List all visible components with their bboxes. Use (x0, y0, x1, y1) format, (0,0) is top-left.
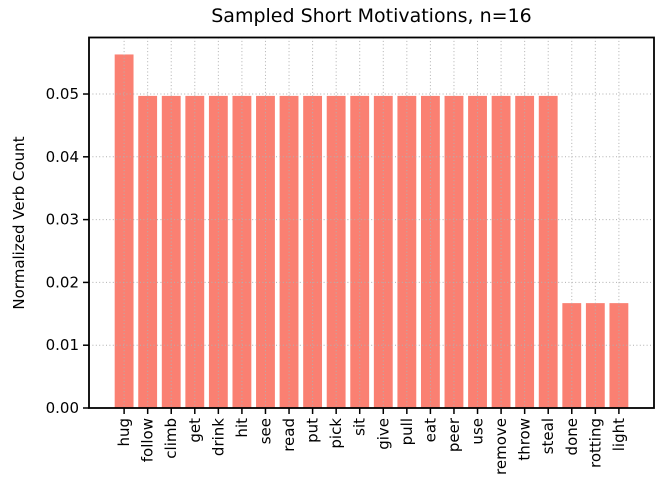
y-tick-label: 0.03 (46, 211, 79, 229)
x-tick-label: done (563, 418, 581, 455)
y-tick-label: 0.00 (46, 399, 79, 417)
y-tick-label: 0.02 (46, 273, 79, 291)
bar-light (609, 303, 629, 408)
x-tick-label: steal (539, 418, 557, 454)
x-tick-label: get (186, 418, 204, 443)
x-tick-label: throw (516, 418, 534, 461)
bar-rotting (585, 303, 605, 408)
x-tick-label: see (256, 418, 274, 444)
x-tick-label: follow (139, 418, 157, 462)
bar-hug (114, 54, 134, 409)
x-tick-label: light (610, 418, 628, 451)
x-tick-label: rotting (586, 418, 604, 468)
x-tick-label: put (304, 418, 322, 443)
plot-frame (88, 36, 655, 409)
x-tick-label: eat (421, 418, 439, 442)
x-tick-label: pull (398, 418, 416, 445)
x-tick-label: peer (445, 417, 463, 452)
x-tick-label: read (280, 418, 298, 452)
bar-done (562, 303, 582, 408)
x-tick-label: use (469, 418, 487, 445)
y-tick-label: 0.01 (46, 336, 79, 354)
y-tick-label: 0.05 (46, 85, 79, 103)
x-tick-label: hit (233, 418, 251, 438)
x-tick-label: climb (162, 418, 180, 459)
y-tick-label: 0.04 (46, 148, 79, 166)
x-tick-label: drink (209, 418, 227, 456)
x-tick-label: give (374, 418, 392, 450)
chart-title: Sampled Short Motivations, n=16 (211, 5, 532, 27)
x-tick-label: remove (492, 418, 510, 475)
x-tick-label: pick (327, 418, 345, 449)
x-tick-label: hug (115, 418, 133, 447)
x-tick-label: sit (351, 418, 369, 436)
